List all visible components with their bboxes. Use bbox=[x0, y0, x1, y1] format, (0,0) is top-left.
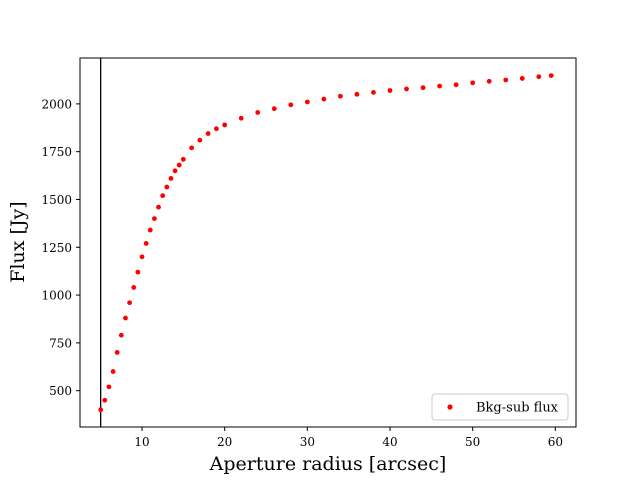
data-point bbox=[238, 115, 244, 121]
x-tick-label: 30 bbox=[300, 435, 315, 449]
data-point bbox=[197, 137, 203, 143]
x-tick-label: 20 bbox=[217, 435, 232, 449]
y-axis-label: Flux [Jy] bbox=[7, 201, 29, 282]
data-point bbox=[453, 82, 459, 88]
data-point bbox=[271, 106, 277, 112]
data-point bbox=[536, 74, 542, 80]
data-point bbox=[205, 131, 211, 136]
data-point bbox=[255, 110, 261, 115]
data-point bbox=[118, 332, 124, 338]
data-point bbox=[114, 350, 120, 355]
y-tick-label: 2000 bbox=[41, 97, 72, 111]
legend-marker bbox=[447, 404, 453, 410]
y-tick-label: 1500 bbox=[41, 193, 72, 207]
data-point bbox=[387, 88, 393, 93]
y-axis-ticks: 500 750 1000 1250 1500 1750 2000 bbox=[41, 97, 80, 398]
x-tick-label: 60 bbox=[548, 435, 563, 449]
legend: Bkg-sub flux bbox=[431, 393, 569, 421]
axes-frame bbox=[79, 57, 577, 428]
data-point bbox=[519, 76, 525, 81]
data-point bbox=[156, 204, 161, 210]
data-point bbox=[147, 227, 153, 233]
x-tick-label: 50 bbox=[465, 435, 480, 449]
y-tick-label: 500 bbox=[49, 384, 72, 398]
data-point bbox=[160, 193, 166, 199]
data-point bbox=[503, 77, 509, 83]
data-point bbox=[102, 397, 108, 403]
data-point bbox=[420, 85, 426, 91]
y-tick-label: 1000 bbox=[41, 289, 72, 303]
data-point bbox=[176, 162, 182, 168]
y-tick-label: 1250 bbox=[41, 241, 72, 255]
plot-area bbox=[98, 58, 554, 427]
data-point bbox=[168, 176, 174, 181]
data-point bbox=[354, 91, 360, 97]
data-point bbox=[437, 83, 442, 89]
data-point bbox=[123, 315, 128, 321]
data-point bbox=[486, 78, 492, 84]
data-point bbox=[321, 96, 327, 102]
data-point bbox=[180, 156, 186, 162]
legend-label: Bkg-sub flux bbox=[476, 401, 559, 416]
data-point bbox=[127, 300, 132, 306]
data-point bbox=[164, 184, 170, 190]
data-point bbox=[139, 254, 145, 260]
x-tick-label: 10 bbox=[134, 435, 149, 449]
data-point bbox=[172, 168, 178, 174]
data-point bbox=[404, 86, 409, 92]
data-point bbox=[143, 241, 149, 246]
data-point bbox=[338, 93, 343, 99]
data-point bbox=[189, 145, 195, 151]
data-point bbox=[470, 80, 476, 86]
data-point bbox=[106, 384, 112, 390]
x-tick-label: 40 bbox=[382, 435, 397, 449]
data-point bbox=[548, 73, 554, 78]
data-point bbox=[135, 269, 141, 275]
data-point bbox=[371, 90, 376, 95]
data-point bbox=[222, 122, 228, 128]
data-point bbox=[152, 216, 157, 222]
data-point bbox=[110, 369, 116, 374]
y-tick-label: 1750 bbox=[41, 145, 72, 159]
x-axis-ticks: 10 20 30 40 50 60 bbox=[134, 427, 563, 449]
legend-box bbox=[431, 393, 569, 421]
data-point bbox=[214, 126, 219, 132]
data-point bbox=[98, 407, 104, 413]
data-point bbox=[288, 102, 294, 108]
x-axis-label: Aperture radius [arcsec] bbox=[209, 453, 447, 475]
y-tick-label: 750 bbox=[49, 336, 72, 350]
data-point bbox=[304, 99, 310, 105]
data-point bbox=[131, 285, 137, 290]
